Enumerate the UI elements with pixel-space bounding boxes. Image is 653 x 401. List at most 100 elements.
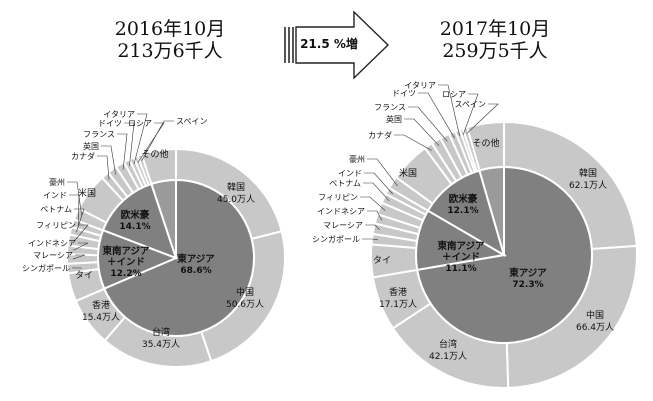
outer-label-australia: 豪州 <box>349 154 365 164</box>
leader-line-russia <box>137 122 165 163</box>
leader-line-spain <box>466 103 499 134</box>
leader-line-singapore <box>362 238 378 241</box>
title-2017-date: 2017年10月 <box>439 18 551 40</box>
outer-value-korea: 62.1万人 <box>569 180 607 191</box>
inner-label-east-asia: 東アジア <box>176 253 215 265</box>
outer-label-other: その他 <box>472 137 499 149</box>
outer-label-germany: ドイツ <box>98 119 122 128</box>
inner-label-west: 欧米豪 <box>121 209 150 221</box>
inner-label-southeast-asia-india: ＋インド <box>442 252 480 263</box>
leader-line-russia <box>462 93 479 135</box>
title-2017-total: 259万5千人 <box>442 40 548 62</box>
outer-label-hongkong: 香港 <box>389 286 407 298</box>
outer-label-philippines: フィリピン <box>36 221 76 230</box>
outer-label-taiwan: 台湾 <box>152 326 170 338</box>
inner-value-east-asia: 72.3% <box>512 280 543 290</box>
inner-slice-west <box>101 182 178 260</box>
outer-label-taiwan: 台湾 <box>439 338 457 350</box>
outer-label-uk: 英国 <box>386 114 402 124</box>
inner-value-southeast-asia-india: 11.1% <box>445 264 476 274</box>
inner-value-southeast-asia-india: 12.2% <box>110 269 141 279</box>
leader-line-vietnam <box>74 208 85 233</box>
leader-line-spain <box>141 120 174 162</box>
outer-label-germany: ドイツ <box>392 89 416 98</box>
outer-label-china: 中国 <box>586 309 604 321</box>
outer-label-australia: 豪州 <box>49 177 65 187</box>
leader-line-italy <box>438 84 460 137</box>
outer-value-hongkong: 17.1万人 <box>379 299 417 310</box>
leader-line-uk <box>404 118 440 147</box>
outer-label-indonesia: インドネシア <box>28 239 76 248</box>
outer-label-spain: スペイン <box>455 100 486 109</box>
leader-line-canada <box>394 134 432 151</box>
inner-slice-other <box>150 178 177 259</box>
outer-label-italy: イタリア <box>404 81 436 90</box>
inner-label-west: 欧米豪 <box>449 193 478 205</box>
leader-line-indonesia <box>73 242 89 251</box>
outer-label-korea: 韓国 <box>227 182 245 193</box>
leader-line-malaysia <box>365 224 380 231</box>
outer-label-indonesia: インドネシア <box>317 207 365 216</box>
outer-label-uk: 英国 <box>83 141 99 151</box>
inner-slice-east-asia <box>102 178 255 337</box>
leader-line-france <box>117 133 128 170</box>
outer-label-india: インド <box>43 191 67 200</box>
leader-line-australia <box>67 181 83 217</box>
outer-value-hongkong: 15.4万人 <box>82 312 120 323</box>
outer-label-italy: イタリア <box>103 110 135 119</box>
leader-line-philippines <box>74 224 89 242</box>
leader-line-india <box>364 172 393 195</box>
outer-value-china: 50.6万人 <box>226 299 264 310</box>
growth-label: 21.5 %増 <box>300 37 358 51</box>
leader-line-australia <box>367 158 398 187</box>
outer-value-taiwan: 42.1万人 <box>429 351 467 362</box>
outer-label-korea: 韓国 <box>579 168 597 179</box>
outer-value-china: 66.4万人 <box>576 322 614 333</box>
leader-line-vietnam <box>363 182 390 202</box>
donut-2017 <box>360 84 638 389</box>
inner-value-west: 12.1% <box>447 206 478 216</box>
inner-value-west: 14.1% <box>119 222 150 232</box>
outer-label-canada: カナダ <box>368 130 392 140</box>
outer-label-russia: ロシア <box>128 119 152 128</box>
leader-line-malaysia <box>72 254 86 260</box>
leader-line-indonesia <box>367 210 383 221</box>
outer-label-india: インド <box>338 169 362 178</box>
leader-line-philippines <box>360 196 386 211</box>
outer-label-philippines: フィリピン <box>318 193 358 202</box>
outer-label-china: 中国 <box>236 286 254 298</box>
inner-value-east-asia: 68.6% <box>180 266 211 276</box>
leader-line-uk <box>101 145 116 175</box>
leader-line-germany <box>418 92 455 139</box>
outer-label-vietnam: ベトナム <box>40 205 72 214</box>
inner-slice-other <box>478 165 505 256</box>
outer-label-hongkong: 香港 <box>92 299 110 311</box>
inner-slice-southeast-asia-india <box>97 228 179 290</box>
leader-line-canada <box>97 155 110 180</box>
outer-label-russia: ロシア <box>442 90 466 99</box>
outer-label-malaysia: マレーシア <box>33 251 73 260</box>
outer-label-canada: カナダ <box>71 151 95 161</box>
title-2016: 2016年10月 213万6千人 <box>95 18 245 62</box>
outer-label-thailand: タイ <box>373 255 391 266</box>
outer-label-malaysia: マレーシア <box>323 221 363 230</box>
outer-label-thailand: タイ <box>75 270 93 281</box>
title-2016-total: 213万6千人 <box>117 40 223 62</box>
title-2016-date: 2016年10月 <box>114 18 226 40</box>
outer-label-usa: 米国 <box>399 167 417 179</box>
outer-label-france: フランス <box>374 103 406 112</box>
leader-line-italy <box>133 113 148 164</box>
outer-label-usa: 米国 <box>78 187 96 199</box>
inner-label-southeast-asia-india: 東南アジア <box>436 240 485 252</box>
outer-label-singapore: シンガポール <box>312 234 360 244</box>
outer-label-vietnam: ベトナム <box>329 179 361 188</box>
leader-line-germany <box>124 122 135 167</box>
inner-label-southeast-asia-india: ＋インド <box>107 257 145 268</box>
title-2017: 2017年10月 259万5千人 <box>420 18 570 62</box>
inner-label-east-asia: 東アジア <box>508 267 547 279</box>
outer-label-singapore: シンガポール <box>22 263 70 273</box>
outer-value-taiwan: 35.4万人 <box>142 339 180 350</box>
outer-value-korea: 45.0万人 <box>217 194 255 205</box>
